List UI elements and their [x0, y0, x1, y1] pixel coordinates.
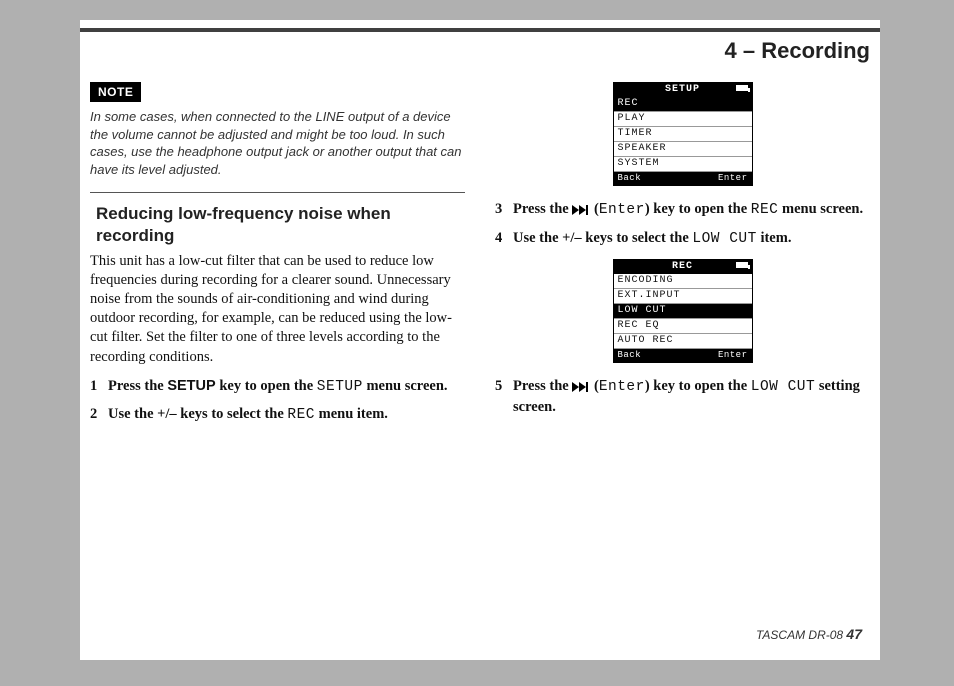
lcd-row: SYSTEM: [614, 157, 752, 172]
section-divider: [90, 192, 465, 193]
step-4: 4 Use the +/– keys to select the LOW CUT…: [495, 229, 870, 250]
lcd-footer: Back Enter: [614, 172, 752, 185]
content-columns: NOTE In some cases, when connected to th…: [80, 68, 880, 434]
step-text: Press the (Enter) key to open the REC me…: [513, 200, 863, 221]
step-number: 1: [90, 377, 108, 398]
battery-icon: [735, 84, 749, 92]
lcd-row: REC: [614, 97, 752, 112]
lcd-title: REC: [614, 260, 752, 274]
step-number: 4: [495, 229, 513, 250]
right-column: SETUP REC PLAY TIMER SPEAKER SYSTEM Back…: [495, 82, 870, 434]
step-text: Press the SETUP key to open the SETUP me…: [108, 377, 448, 398]
lcd-row: SPEAKER: [614, 142, 752, 157]
lcd-row: PLAY: [614, 112, 752, 127]
step-text: Press the (Enter) key to open the LOW CU…: [513, 377, 870, 417]
lcd-row: TIMER: [614, 127, 752, 142]
step-5: 5 Press the (Enter) key to open the LOW …: [495, 377, 870, 417]
left-column: NOTE In some cases, when connected to th…: [90, 82, 465, 434]
lcd-back-label: Back: [614, 349, 683, 362]
section-heading: Reducing low-frequency noise when record…: [96, 203, 465, 246]
lcd-enter-label: Enter: [683, 349, 752, 362]
step-number: 2: [90, 405, 108, 426]
step-number: 5: [495, 377, 513, 417]
step-text: Use the +/– keys to select the REC menu …: [108, 405, 388, 426]
lcd-title: SETUP: [614, 83, 752, 97]
lcd-row: LOW CUT: [614, 304, 752, 319]
lcd-row: REC EQ: [614, 319, 752, 334]
lcd-rec-menu: REC ENCODING EXT.INPUT LOW CUT REC EQ AU…: [613, 259, 753, 363]
lcd-row: ENCODING: [614, 274, 752, 289]
lcd-row: AUTO REC: [614, 334, 752, 349]
lcd-row: EXT.INPUT: [614, 289, 752, 304]
note-body: In some cases, when connected to the LIN…: [90, 108, 465, 178]
step-2: 2 Use the +/– keys to select the REC men…: [90, 405, 465, 426]
lcd-footer: Back Enter: [614, 349, 752, 362]
battery-icon: [735, 261, 749, 269]
fast-forward-icon: [572, 378, 590, 394]
fast-forward-icon: [572, 201, 590, 217]
manual-page: 4 – Recording NOTE In some cases, when c…: [80, 20, 880, 660]
lcd-setup-menu: SETUP REC PLAY TIMER SPEAKER SYSTEM Back…: [613, 82, 753, 186]
footer-brand: TASCAM DR-08: [756, 628, 846, 642]
page-number: 47: [846, 626, 862, 642]
page-header: 4 – Recording: [80, 28, 880, 68]
step-3: 3 Press the (Enter) key to open the REC …: [495, 200, 870, 221]
step-number: 3: [495, 200, 513, 221]
lcd-enter-label: Enter: [683, 172, 752, 185]
lcd-back-label: Back: [614, 172, 683, 185]
note-label: NOTE: [90, 82, 141, 102]
section-body: This unit has a low-cut filter that can …: [90, 252, 465, 367]
page-footer: TASCAM DR-08 47: [756, 626, 862, 642]
step-1: 1 Press the SETUP key to open the SETUP …: [90, 377, 465, 398]
step-text: Use the +/– keys to select the LOW CUT i…: [513, 229, 791, 250]
chapter-title: 4 – Recording: [725, 38, 870, 63]
